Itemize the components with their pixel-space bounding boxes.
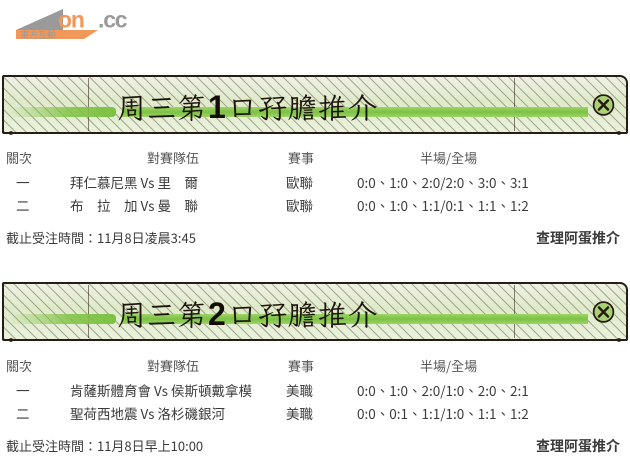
svg-text:東方互動: 東方互動 — [20, 29, 56, 40]
svg-text:on: on — [58, 7, 84, 33]
svg-text:.cc: .cc — [98, 7, 128, 33]
